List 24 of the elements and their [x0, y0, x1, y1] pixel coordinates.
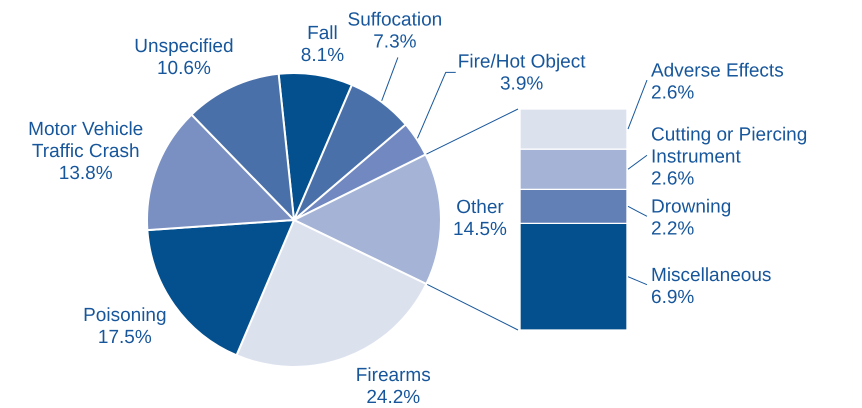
data-label: 2.2% — [651, 218, 694, 240]
slice-label: Suffocation — [348, 10, 442, 31]
data-label: 2.6% — [651, 82, 694, 104]
data-label: 7.3% — [373, 32, 417, 53]
data-label: 13.8% — [58, 162, 113, 184]
slice-label: Fire/Hot Object — [458, 52, 586, 73]
series-label: Drowning — [651, 196, 732, 218]
data-label: 17.5% — [98, 326, 152, 348]
data-label: 6.9% — [651, 286, 694, 308]
slice-label: Firearms — [356, 364, 431, 386]
slice-label: Fall — [307, 23, 338, 44]
slice-label: Unspecified — [134, 36, 234, 57]
data-label: 8.1% — [300, 45, 344, 66]
data-label: 3.9% — [500, 74, 544, 95]
series-label: Cutting or Piercing Instrument — [651, 124, 808, 168]
series-label: Miscellaneous — [651, 264, 772, 286]
slice-label: Motor Vehicle Traffic Crash — [28, 118, 144, 162]
slice-label: Other — [456, 197, 504, 218]
data-label: 24.2% — [366, 386, 420, 408]
data-label: 2.6% — [651, 168, 694, 190]
data-label: 14.5% — [453, 219, 508, 240]
slice-label: Poisoning — [83, 304, 167, 326]
data-label: 10.6% — [156, 58, 211, 79]
series-label: Adverse Effects — [651, 60, 784, 82]
